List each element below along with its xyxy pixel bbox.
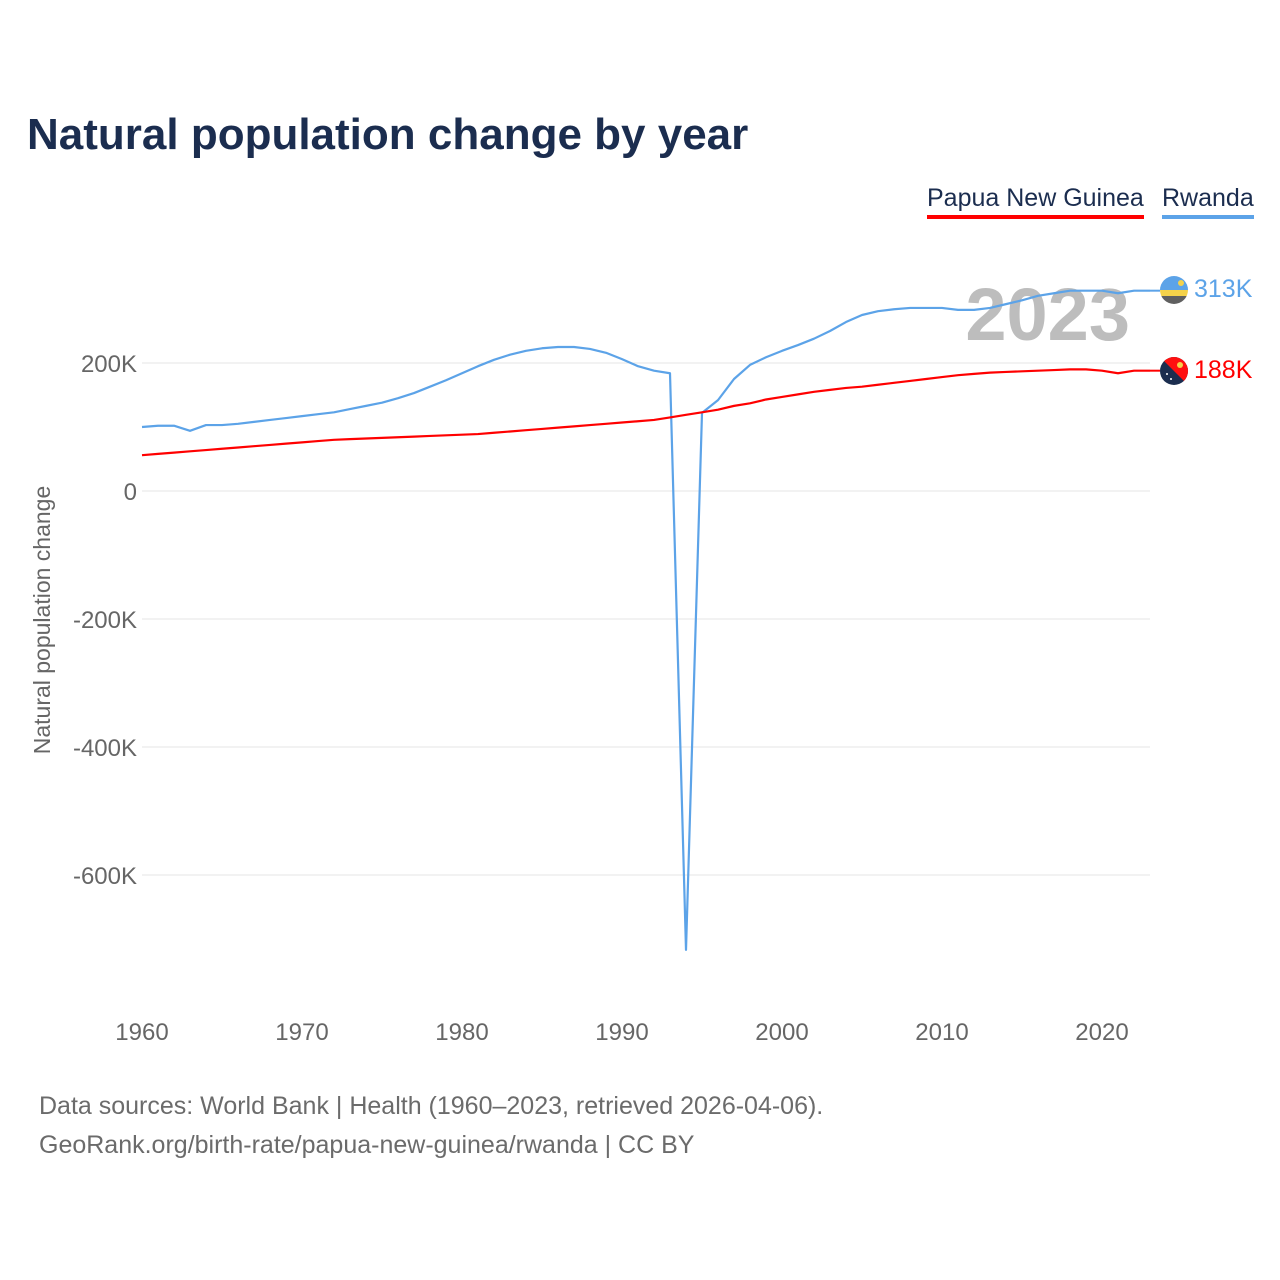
rwanda-flag-icon <box>1160 276 1188 304</box>
chart-title: Natural population change by year <box>27 110 749 159</box>
legend-item-papua-new-guinea[interactable]: Papua New Guinea <box>927 184 1144 219</box>
series-line-rwanda <box>141 289 1150 951</box>
y-tick-label: -600K <box>73 863 137 890</box>
y-tick-label: -200K <box>73 607 137 634</box>
year-watermark: 2023 <box>965 273 1130 356</box>
y-tick-label: 0 <box>124 479 137 506</box>
x-tick-label: 1990 <box>595 1019 648 1046</box>
legend-item-rwanda[interactable]: Rwanda <box>1162 184 1254 219</box>
x-tick-label: 2010 <box>915 1019 968 1046</box>
y-axis-label: Natural population change <box>29 486 55 755</box>
series-line-papua-new-guinea <box>141 368 1150 457</box>
x-tick-label: 2020 <box>1075 1019 1128 1046</box>
png-end-label: 188K <box>1194 356 1253 384</box>
x-tick-label: 2000 <box>755 1019 808 1046</box>
y-tick-label: 200K <box>81 351 137 378</box>
footer-source: Data sources: World Bank | Health (1960–… <box>39 1087 823 1165</box>
x-tick-label: 1960 <box>115 1019 168 1046</box>
papua-new-guinea-flag-icon <box>1160 357 1188 385</box>
y-tick-label: -400K <box>73 735 137 762</box>
x-tick-label: 1980 <box>435 1019 488 1046</box>
footer-line-1: Data sources: World Bank | Health (1960–… <box>39 1092 824 1120</box>
x-tick-label: 1970 <box>275 1019 328 1046</box>
footer-line-2[interactable]: GeoRank.org/birth-rate/papua-new-guinea/… <box>39 1131 695 1159</box>
rwanda-end-label: 313K <box>1194 275 1253 303</box>
